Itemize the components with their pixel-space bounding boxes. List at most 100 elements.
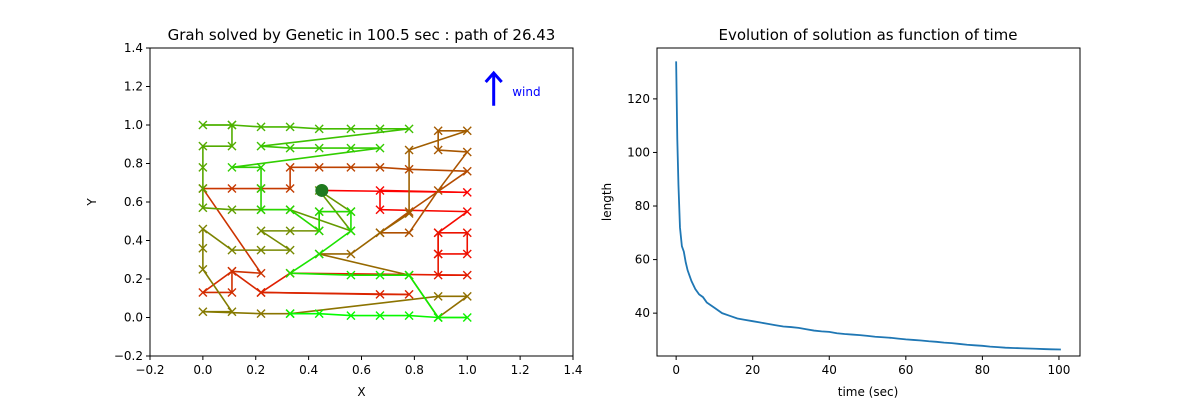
path-point-marker xyxy=(285,268,295,278)
path-point-marker xyxy=(256,268,266,278)
path-point-marker xyxy=(256,309,266,319)
evolution-plot-title: Evolution of solution as function of tim… xyxy=(718,26,1017,44)
length-series-line xyxy=(675,61,1061,351)
path-point-marker xyxy=(346,162,356,172)
path-point-marker xyxy=(462,166,472,176)
path-segment xyxy=(289,209,320,232)
path-point-marker xyxy=(375,143,385,153)
path-segment xyxy=(260,230,291,251)
path-point-marker xyxy=(256,141,266,151)
path-point-marker xyxy=(462,249,472,259)
path-plot: Grah solved by Genetic in 100.5 sec : pa… xyxy=(85,26,583,399)
path-point-marker xyxy=(314,124,324,134)
evolution-plot-frame xyxy=(656,47,1081,357)
evolution-plot-xlabel: time (sec) xyxy=(838,385,899,399)
path-segment xyxy=(319,253,410,276)
path-segment xyxy=(202,206,233,211)
path-segment xyxy=(319,312,351,317)
path-segment xyxy=(290,295,439,315)
path-point-marker xyxy=(285,245,295,255)
path-point-marker xyxy=(404,209,414,219)
path-point-marker xyxy=(256,226,266,236)
path-segment xyxy=(379,212,410,234)
x-tick-label: 0.8 xyxy=(405,363,424,377)
path-point-marker xyxy=(433,228,443,238)
path-point-marker xyxy=(462,228,472,238)
path-point-marker xyxy=(404,124,414,134)
path-segment xyxy=(289,253,320,274)
y-tick-label: 1.2 xyxy=(124,80,143,94)
path-point-marker xyxy=(227,307,237,317)
path-point-marker xyxy=(404,270,414,280)
path-segment xyxy=(260,272,291,294)
y-tick-label: −0.2 xyxy=(114,349,143,363)
path-point-marker xyxy=(462,291,472,301)
path-point-marker xyxy=(198,120,208,130)
x-tick-label: 80 xyxy=(975,363,990,377)
path-segment xyxy=(231,270,262,294)
x-tick-label: 0.4 xyxy=(299,363,318,377)
path-point-marker xyxy=(346,311,356,321)
path-point-marker xyxy=(198,307,208,317)
path-point-marker xyxy=(346,143,356,153)
path-point-marker xyxy=(227,205,237,215)
path-segment xyxy=(202,268,233,313)
path-point-marker xyxy=(227,162,237,172)
path-point-marker xyxy=(462,207,472,217)
path-segment xyxy=(202,188,262,274)
path-point-marker xyxy=(404,311,414,321)
path-point-marker xyxy=(256,287,266,297)
path-point-marker xyxy=(198,243,208,253)
path-point-marker xyxy=(314,309,324,319)
path-point-marker xyxy=(256,245,266,255)
y-tick-label: 0.4 xyxy=(124,234,143,248)
path-point-marker xyxy=(285,184,295,194)
path-plot-frame xyxy=(149,47,574,357)
x-tick-label: 0.2 xyxy=(246,363,265,377)
path-point-marker xyxy=(433,313,443,322)
path-plot-segments xyxy=(202,124,469,319)
path-point-marker xyxy=(227,266,237,276)
path-point-marker xyxy=(433,145,443,155)
path-segment xyxy=(260,128,410,147)
y-tick-label: 40 xyxy=(635,306,650,320)
path-point-marker xyxy=(433,249,443,259)
path-point-marker xyxy=(198,287,208,297)
path-point-marker xyxy=(256,122,266,132)
path-plot-extras: wind xyxy=(484,70,541,106)
x-tick-label: 40 xyxy=(822,363,837,377)
path-segment xyxy=(408,189,439,234)
path-point-marker xyxy=(404,164,414,174)
path-point-marker xyxy=(462,313,472,322)
x-tick-label: 1.2 xyxy=(511,363,530,377)
y-tick-label: 0.6 xyxy=(124,195,143,209)
path-point-marker xyxy=(462,147,472,157)
path-point-marker xyxy=(285,162,295,172)
path-segment xyxy=(261,291,410,296)
y-tick-label: 0.8 xyxy=(124,157,143,171)
x-tick-label: 0.6 xyxy=(352,363,371,377)
path-point-marker xyxy=(346,249,356,259)
path-point-marker xyxy=(404,289,414,299)
y-tick-label: 0.0 xyxy=(124,311,143,325)
path-point-marker xyxy=(285,226,295,236)
path-segment xyxy=(350,232,381,255)
path-plot-title: Grah solved by Genetic in 100.5 sec : pa… xyxy=(168,26,556,44)
path-point-marker xyxy=(285,205,295,215)
path-point-marker xyxy=(314,207,324,217)
path-plot-xlabel: X xyxy=(357,385,365,399)
path-point-marker xyxy=(198,162,208,172)
y-tick-label: 1.4 xyxy=(124,41,143,55)
path-segment xyxy=(289,208,352,232)
path-segment xyxy=(408,274,439,318)
path-segment xyxy=(409,314,439,319)
path-segment xyxy=(437,151,468,191)
evolution-plot-series xyxy=(675,61,1061,351)
path-segment xyxy=(379,166,410,171)
path-point-marker xyxy=(375,124,385,134)
path-plot-markers xyxy=(198,120,472,322)
x-tick-label: 60 xyxy=(898,363,913,377)
x-tick-label: 1.4 xyxy=(563,363,582,377)
path-point-marker xyxy=(198,224,208,234)
path-segment xyxy=(260,145,291,149)
